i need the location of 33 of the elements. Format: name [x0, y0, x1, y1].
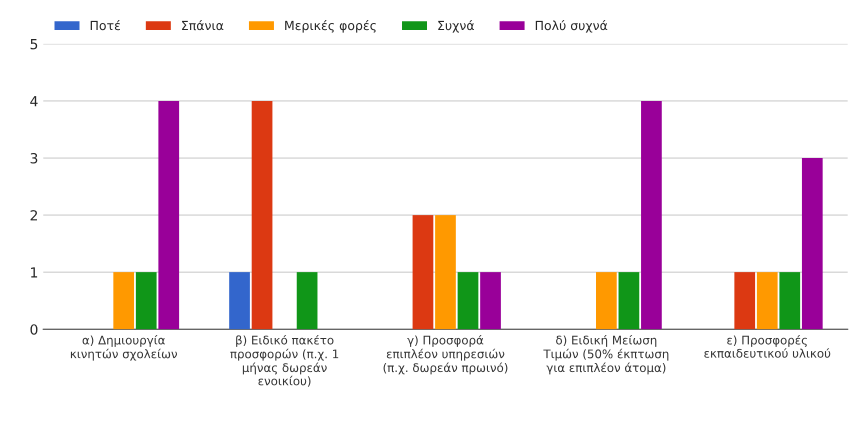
y-tick-label: 2 — [30, 210, 37, 220]
bar — [734, 272, 756, 330]
bar — [641, 100, 662, 330]
bar — [756, 272, 778, 330]
bar — [779, 272, 800, 330]
legend-label: Πολύ συχνά — [536, 20, 608, 33]
bar — [458, 272, 478, 330]
bar — [802, 158, 823, 330]
y-tick-label: 0 — [30, 324, 38, 335]
bar — [136, 272, 157, 330]
bar — [296, 272, 318, 330]
x-tick-label: δ) Ειδική Μείωση Τιμών (50% έκπτωση για επιπλέον άτομα) — [543, 334, 668, 374]
y-tick-label: 3 — [30, 153, 38, 164]
y-tick-label: 5 — [30, 39, 38, 50]
bar — [618, 272, 640, 330]
legend-label: Μερικές φορές — [285, 20, 376, 33]
bar — [229, 272, 250, 330]
bar — [596, 272, 617, 330]
bar — [412, 215, 434, 330]
legend-label: Συχνά — [438, 20, 474, 33]
legend-label: Ποτέ — [90, 20, 120, 30]
bar — [435, 215, 456, 330]
y-tick-label: 1 — [31, 267, 38, 278]
legend-label: Σπάνια — [182, 20, 224, 30]
x-tick-label: α) Δημιουργία κινητών σχολείων — [70, 334, 178, 361]
bar — [480, 272, 501, 330]
bar — [252, 100, 272, 330]
y-tick-label: 4 — [30, 96, 38, 106]
bar — [158, 100, 180, 330]
x-tick-label: β) Ειδικό πακέτο προσφορών (π.χ. 1 μήνας δωρεάν ενοικίου) — [230, 334, 338, 387]
bar — [113, 272, 134, 330]
x-tick-label: γ) Προσφορά επιπλέον υπηρεσιών (π.χ. δωρεάν πρωινό) — [384, 334, 508, 374]
x-tick-label: ε) Προσφορές εκπαιδευτικού υλικού — [704, 334, 830, 358]
